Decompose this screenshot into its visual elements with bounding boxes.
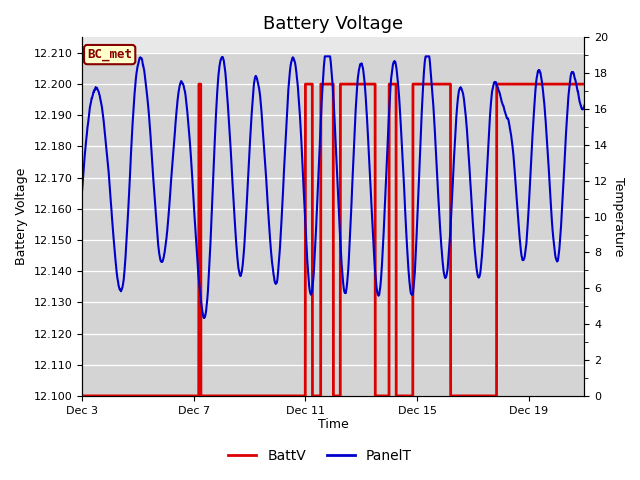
Y-axis label: Temperature: Temperature xyxy=(612,177,625,256)
Bar xyxy=(82,53,584,396)
Y-axis label: Battery Voltage: Battery Voltage xyxy=(15,168,28,265)
Legend: BattV, PanelT: BattV, PanelT xyxy=(223,443,417,468)
Text: BC_met: BC_met xyxy=(87,48,132,61)
Title: Battery Voltage: Battery Voltage xyxy=(263,15,403,33)
X-axis label: Time: Time xyxy=(318,419,349,432)
